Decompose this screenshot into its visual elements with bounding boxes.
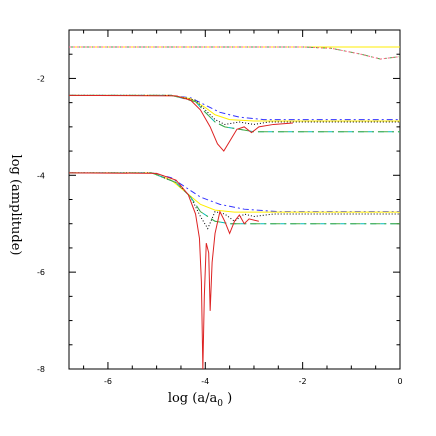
series-line-3 <box>69 46 401 60</box>
series-line-8 <box>69 94 400 133</box>
y-axis-label: log (amplitude) <box>8 155 23 256</box>
x-tick-label: -6 <box>104 377 112 386</box>
x-tick-label: -4 <box>201 377 209 386</box>
series-line-14 <box>69 172 400 225</box>
series-line-9 <box>68 94 293 152</box>
y-tick-label: -6 <box>37 268 45 277</box>
y-tick-label: -2 <box>37 74 45 83</box>
x-axis-label-subscript: 0 <box>217 399 223 409</box>
series-line-11 <box>69 172 400 213</box>
tick-labels: -6 -4 -2 0 -2 -4 -6 -8 <box>37 74 403 386</box>
series-line-4 <box>69 94 400 121</box>
series-group <box>68 46 401 370</box>
y-tick-label: -8 <box>37 365 45 374</box>
plot-frame <box>68 29 401 370</box>
series-line-10 <box>69 172 400 213</box>
x-axis-label-tail: ) <box>223 391 232 406</box>
series-line-6 <box>69 94 400 125</box>
x-axis-label: log (a/a0 ) <box>168 391 232 409</box>
series-line-5 <box>69 94 400 122</box>
y-tick-label: -4 <box>37 171 45 180</box>
series-line-2 <box>69 46 401 60</box>
series-line-15 <box>68 172 259 370</box>
axis-ticks <box>69 30 401 370</box>
series-line-13 <box>69 172 400 225</box>
series-line-12 <box>69 172 400 230</box>
series-line-7 <box>69 94 400 133</box>
x-tick-label: -2 <box>299 377 307 386</box>
x-tick-label: 0 <box>397 377 402 386</box>
